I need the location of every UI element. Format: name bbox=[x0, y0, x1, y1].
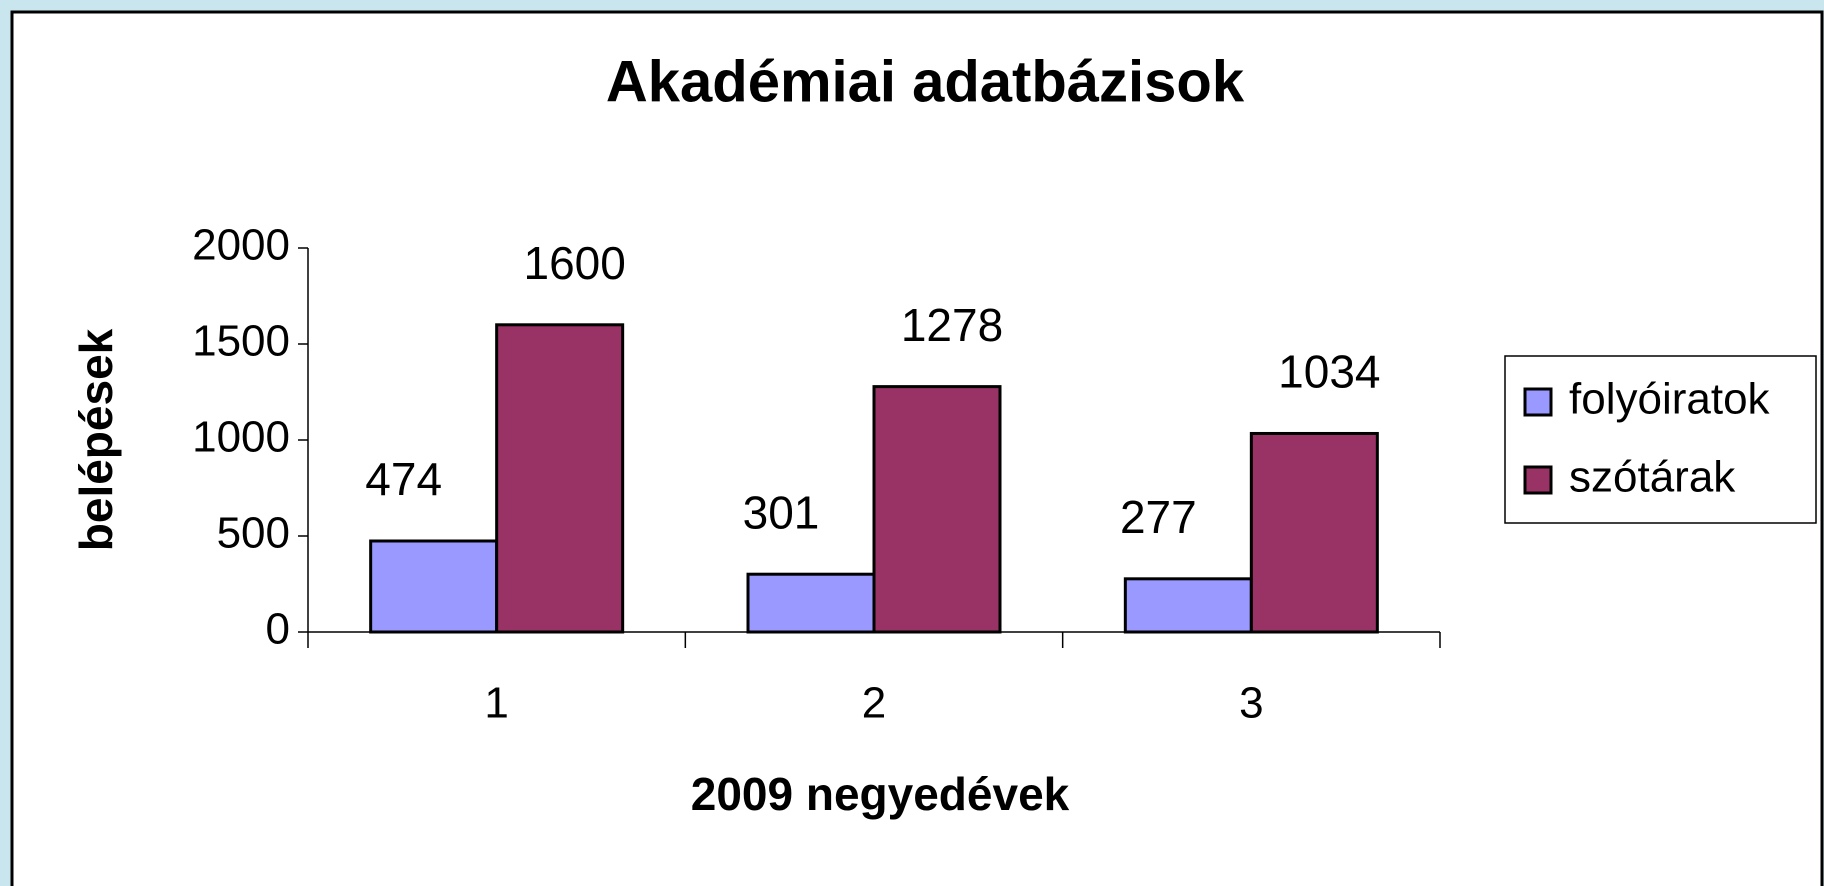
legend-swatch bbox=[1523, 465, 1553, 495]
legend-label: folyóiratok bbox=[1569, 375, 1771, 424]
bar bbox=[746, 572, 876, 634]
x-tick-label: 1 bbox=[484, 679, 508, 728]
legend-swatch bbox=[1523, 387, 1553, 417]
data-label: 277 bbox=[1120, 491, 1197, 543]
data-label: 301 bbox=[743, 486, 820, 538]
bar bbox=[369, 539, 499, 634]
bar bbox=[495, 323, 625, 634]
bar bbox=[872, 385, 1002, 634]
data-label: 1278 bbox=[901, 299, 1003, 351]
x-axis-label: 2009 negyedévek bbox=[691, 768, 1070, 820]
y-tick-label: 1500 bbox=[192, 317, 290, 366]
bar bbox=[1249, 431, 1379, 634]
y-tick-label: 0 bbox=[266, 605, 290, 654]
chart-title: Akadémiai adatbázisok bbox=[606, 49, 1245, 114]
data-label: 474 bbox=[365, 453, 442, 505]
data-label: 1600 bbox=[523, 237, 625, 289]
data-label: 1034 bbox=[1278, 346, 1380, 398]
legend-label: szótárak bbox=[1569, 453, 1736, 502]
bar bbox=[1123, 577, 1253, 634]
x-tick-label: 2 bbox=[862, 679, 886, 728]
legend-box bbox=[1504, 355, 1817, 524]
y-tick-label: 2000 bbox=[192, 221, 290, 270]
y-axis-label: belépések bbox=[70, 328, 122, 551]
y-tick-label: 1000 bbox=[192, 413, 290, 462]
x-tick-label: 3 bbox=[1239, 679, 1263, 728]
y-tick-label: 500 bbox=[217, 509, 290, 558]
